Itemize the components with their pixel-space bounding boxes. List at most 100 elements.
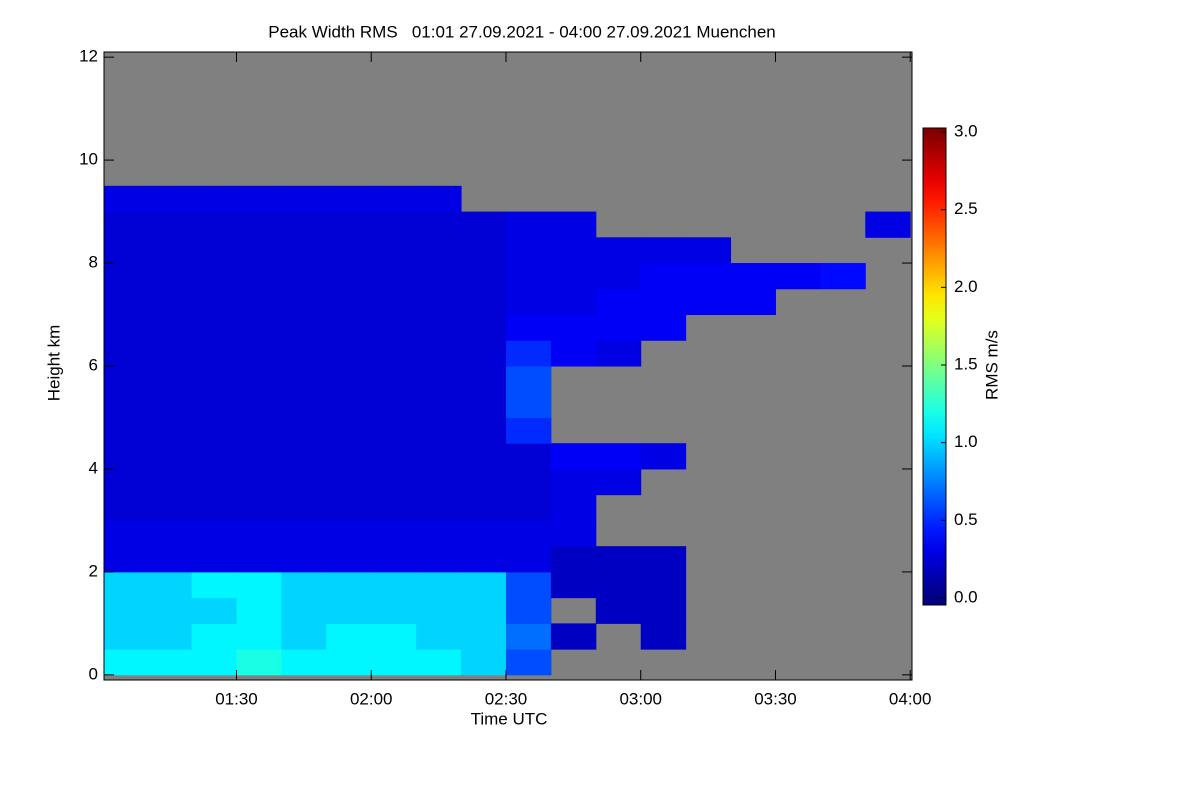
heatmap-cell [191, 185, 237, 213]
heatmap-cell [146, 211, 193, 238]
heatmap-cell [191, 597, 237, 624]
heatmap-cell [595, 237, 642, 264]
heatmap-cell [550, 623, 597, 650]
heatmap-cell [505, 211, 552, 238]
heatmap-cell [104, 597, 148, 624]
heatmap-cell [104, 520, 148, 547]
heatmap-cell [191, 314, 237, 341]
heatmap-cell [505, 649, 552, 676]
heatmap-cell [104, 314, 148, 341]
heatmap-cell [281, 211, 327, 238]
heatmap-cell [326, 494, 372, 521]
heatmap-cell [191, 366, 237, 393]
heatmap-cell [416, 468, 462, 496]
heatmap-cell [104, 366, 148, 393]
heatmap-cell [146, 494, 193, 521]
heatmap-cell [146, 623, 193, 650]
heatmap-cell [416, 366, 462, 393]
heatmap-cell [640, 623, 687, 650]
heatmap-cell [550, 211, 597, 238]
heatmap-cell [236, 263, 282, 290]
chart-title: Peak Width RMS 01:01 27.09.2021 - 04:00 … [268, 22, 776, 41]
heatmap-cell [595, 340, 642, 367]
heatmap-cell [461, 520, 507, 547]
heatmap-cell [416, 211, 462, 238]
heatmap-cell [326, 185, 372, 213]
heatmap-cell [416, 263, 462, 290]
x-tick-label: 03:30 [754, 689, 797, 708]
heatmap-cell [281, 314, 327, 341]
heatmap-cell [191, 623, 237, 650]
heatmap-cell [104, 571, 148, 599]
heatmap-cell [416, 571, 462, 599]
heatmap-cell [326, 417, 372, 444]
heatmap-cell [236, 597, 282, 624]
heatmap-cell [461, 211, 507, 238]
heatmap-cell [461, 417, 507, 444]
heatmap-cell [371, 263, 417, 290]
heatmap-cell [371, 443, 417, 470]
heatmap-cell [505, 468, 552, 496]
heatmap-cell [640, 237, 687, 264]
heatmap-cell [146, 571, 193, 599]
heatmap-cell [461, 288, 507, 316]
heatmap-cell [371, 314, 417, 341]
heatmap-cell [371, 288, 417, 316]
heatmap-cell [595, 597, 642, 624]
heatmap-cell [505, 366, 552, 393]
heatmap-cell [595, 314, 642, 341]
heatmap-cell [416, 649, 462, 676]
heatmap-cell [371, 520, 417, 547]
heatmap-cell [416, 314, 462, 341]
heatmap-cell [416, 494, 462, 521]
heatmap-cell [104, 288, 148, 316]
heatmap-cell [461, 468, 507, 496]
heatmap-cell [550, 520, 597, 547]
heatmap-cell [146, 443, 193, 470]
heatmap-cell [371, 366, 417, 393]
heatmap-cell [371, 571, 417, 599]
heatmap-cell [640, 314, 687, 341]
heatmap-cell [550, 494, 597, 521]
heatmap-cell [104, 185, 148, 213]
heatmap-cell [371, 546, 417, 573]
y-tick-label: 6 [89, 355, 98, 374]
heatmap-cell [685, 263, 732, 290]
heatmap-cell [461, 494, 507, 521]
heatmap-cell [505, 571, 552, 599]
colorbar-tick-label: 0.0 [954, 587, 978, 606]
heatmap-cell [191, 263, 237, 290]
heatmap-cell [416, 340, 462, 367]
heatmap-cell [236, 366, 282, 393]
heatmap-cell [595, 468, 642, 496]
heatmap-cell [281, 571, 327, 599]
heatmap-cell [281, 391, 327, 418]
heatmap-cell [281, 520, 327, 547]
heatmap-cell [640, 546, 687, 573]
heatmap-cell [371, 623, 417, 650]
heatmap-cell [326, 597, 372, 624]
heatmap-cell [281, 340, 327, 367]
heatmap-cell [416, 520, 462, 547]
heatmap-cell [191, 288, 237, 316]
heatmap-cell [146, 520, 193, 547]
heatmap-cell [236, 494, 282, 521]
heatmap-cell [236, 417, 282, 444]
heatmap-cell [326, 211, 372, 238]
heatmap-cell [281, 443, 327, 470]
heatmap-cell [461, 340, 507, 367]
heatmap-cell [281, 237, 327, 264]
heatmap-cell [104, 417, 148, 444]
heatmap-cell [236, 571, 282, 599]
heatmap-cell [371, 237, 417, 264]
heatmap-cell [281, 597, 327, 624]
heatmap-cell [416, 288, 462, 316]
heatmap-cell [505, 623, 552, 650]
heatmap-cell [550, 571, 597, 599]
heatmap-cell [416, 185, 462, 213]
heatmap-cell [191, 571, 237, 599]
colorbar [923, 132, 946, 598]
heatmap-cell [236, 211, 282, 238]
heatmap-cell [326, 649, 372, 676]
heatmap-cell [236, 649, 282, 676]
